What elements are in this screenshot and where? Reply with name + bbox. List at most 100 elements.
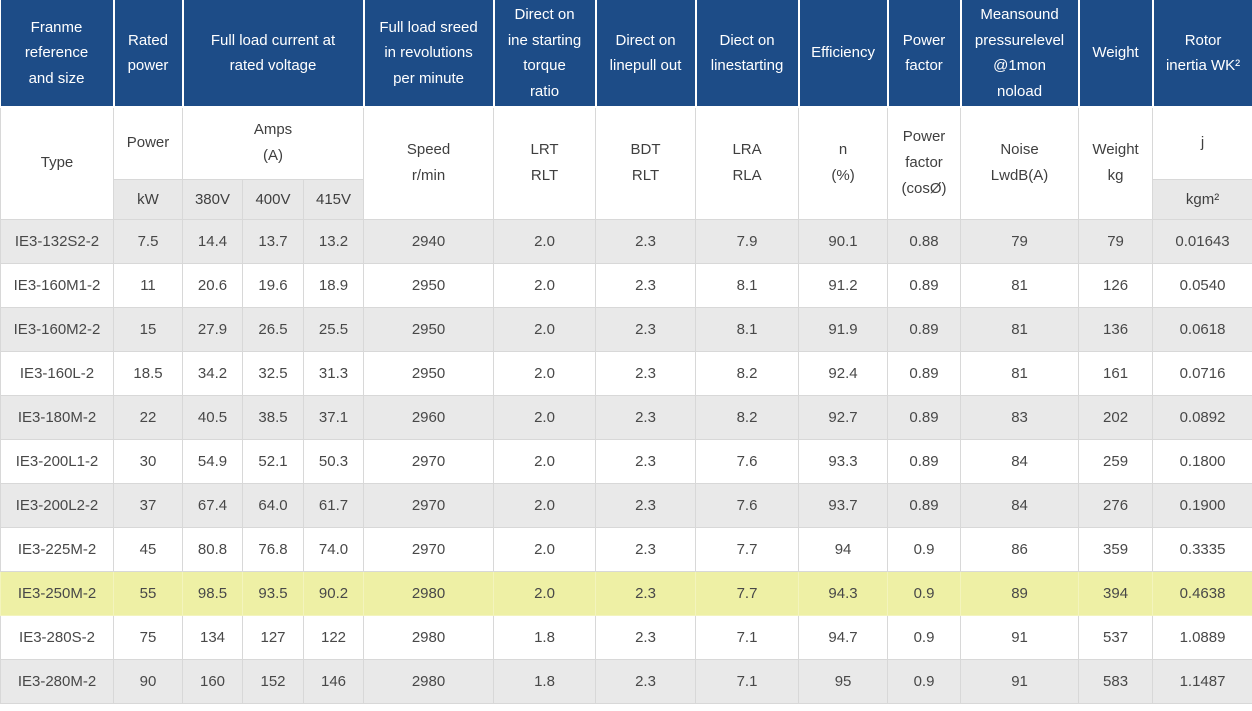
value-cell: 7.7 — [695, 526, 800, 572]
value-cell: 98.5 — [182, 570, 243, 616]
value-cell: 394 — [1078, 570, 1154, 616]
value-cell: 1.0889 — [1152, 614, 1252, 660]
value-cell: 7.6 — [695, 482, 800, 528]
value-cell: 2.3 — [595, 482, 697, 528]
subheader-inertia-j: j — [1152, 106, 1252, 180]
value-cell: 79 — [1078, 218, 1154, 264]
value-cell: 40.5 — [182, 394, 243, 440]
value-cell: 0.4638 — [1152, 570, 1252, 616]
value-cell: 90.1 — [798, 218, 889, 264]
value-cell: 136 — [1078, 306, 1154, 352]
value-cell: 2.3 — [595, 306, 697, 352]
table-row[interactable]: IE3-225M-2 45 80.8 76.8 74.0 2970 2.0 2.3 7.7 94 0… — [0, 526, 1252, 572]
header-efficiency: Efficiency — [798, 0, 889, 108]
unit-380v: 380V — [182, 178, 243, 220]
value-cell: 0.89 — [887, 438, 962, 484]
subheader-amps: Amps (A) — [181, 106, 365, 180]
value-cell: 134 — [182, 614, 243, 660]
unit-415v: 415V — [302, 178, 365, 220]
value-cell: 81 — [960, 306, 1080, 352]
value-cell: 0.89 — [887, 306, 962, 352]
value-cell: 93.5 — [242, 570, 304, 616]
value-cell: 54.9 — [182, 438, 243, 484]
value-cell: 2.3 — [595, 262, 697, 308]
value-cell: 8.1 — [695, 262, 800, 308]
value-cell: 0.88 — [887, 218, 962, 264]
subheader-power-factor: Power factor (cosØ) — [887, 106, 962, 220]
value-cell: 0.9 — [887, 658, 962, 704]
table-row[interactable]: IE3-160M2-2 15 27.9 26.5 25.5 2950 2.0 2.3 8.1 91… — [0, 306, 1252, 352]
value-cell: 91.2 — [798, 262, 889, 308]
value-cell: 7.7 — [695, 570, 800, 616]
value-cell: 126 — [1078, 262, 1154, 308]
table-row[interactable]: IE3-280M-2 90 160 152 146 2980 1.8 2.3 7.1 95 0.9 9… — [0, 658, 1252, 704]
value-cell: 152 — [242, 658, 304, 704]
type-cell: IE3-132S2-2 — [0, 218, 114, 264]
table-header: Franme reference and size Rated power Fu… — [0, 0, 1252, 220]
value-cell: 2970 — [363, 482, 495, 528]
value-cell: 8.2 — [695, 350, 800, 396]
table-row[interactable]: IE3-132S2-2 7.5 14.4 13.7 13.2 2940 2.0 2.3 7.9 9… — [0, 218, 1252, 264]
table-row[interactable]: IE3-160L-2 18.5 34.2 32.5 31.3 2950 2.0 2.3 8.2 9… — [0, 350, 1252, 396]
value-cell: 27.9 — [182, 306, 243, 352]
value-cell: 7.1 — [695, 658, 800, 704]
value-cell: 25.5 — [302, 306, 365, 352]
header-dol-starting-torque: Direct on ine starting torque ratio — [493, 0, 597, 108]
value-cell: 0.89 — [887, 482, 962, 528]
table-row[interactable]: IE3-160M1-2 11 20.6 19.6 18.9 2950 2.0 2.3 8.1 91… — [0, 262, 1252, 308]
value-cell: 94.7 — [798, 614, 889, 660]
table-row[interactable]: IE3-200L2-2 37 67.4 64.0 61.7 2970 2.0 2.3 7.6 93… — [0, 482, 1252, 528]
value-cell: 34.2 — [182, 350, 243, 396]
value-cell: 122 — [302, 614, 365, 660]
subheader-type: Type — [0, 106, 114, 220]
value-cell: 2.0 — [493, 526, 597, 572]
table-row[interactable]: IE3-250M-2 55 98.5 93.5 90.2 2980 2.0 2.3 7.7 94.… — [0, 570, 1252, 616]
value-cell: 91 — [960, 614, 1080, 660]
header-frame-reference: Franme reference and size — [0, 0, 115, 108]
table-row[interactable]: IE3-280S-2 75 134 127 122 2980 1.8 2.3 7.1 94.7 0.… — [0, 614, 1252, 660]
value-cell: 146 — [302, 658, 365, 704]
header-weight: Weight — [1078, 0, 1154, 108]
value-cell: 0.0892 — [1152, 394, 1252, 440]
value-cell: 537 — [1078, 614, 1154, 660]
value-cell: 2940 — [363, 218, 495, 264]
value-cell: 2.3 — [595, 218, 697, 264]
value-cell: 61.7 — [302, 482, 365, 528]
value-cell: 2.3 — [595, 614, 697, 660]
value-cell: 95 — [798, 658, 889, 704]
table-row[interactable]: IE3-180M-2 22 40.5 38.5 37.1 2960 2.0 2.3 8.2 92.… — [0, 394, 1252, 440]
value-cell: 7.1 — [695, 614, 800, 660]
value-cell: 2.3 — [595, 570, 697, 616]
value-cell: 2.0 — [493, 394, 597, 440]
value-cell: 92.4 — [798, 350, 889, 396]
subheader-noise: Noise LwdB(A) — [960, 106, 1080, 220]
value-cell: 2.0 — [493, 350, 597, 396]
value-cell: 52.1 — [242, 438, 304, 484]
value-cell: 1.8 — [493, 658, 597, 704]
header-sound-pressure: Meansound pressurelevel @1mon noload — [960, 0, 1080, 108]
value-cell: 94.3 — [798, 570, 889, 616]
value-cell: 86 — [960, 526, 1080, 572]
value-cell: 8.1 — [695, 306, 800, 352]
subheader-lrt: LRT RLT — [493, 106, 597, 220]
unit-400v: 400V — [242, 178, 304, 220]
value-cell: 74.0 — [302, 526, 365, 572]
value-cell: 2.3 — [595, 438, 697, 484]
value-cell: 84 — [960, 438, 1080, 484]
value-cell: 2950 — [363, 306, 495, 352]
value-cell: 83 — [960, 394, 1080, 440]
table-row[interactable]: IE3-200L1-2 30 54.9 52.1 50.3 2970 2.0 2.3 7.6 93… — [0, 438, 1252, 484]
header-power-factor: Power factor — [887, 0, 962, 108]
type-cell: IE3-250M-2 — [0, 570, 114, 616]
value-cell: 2.0 — [493, 482, 597, 528]
header-dol-starting: Diect on linestarting — [695, 0, 800, 108]
value-cell: 81 — [960, 262, 1080, 308]
value-cell: 90.2 — [302, 570, 365, 616]
value-cell: 2.0 — [493, 570, 597, 616]
subheader-bdt: BDT RLT — [595, 106, 697, 220]
value-cell: 81 — [960, 350, 1080, 396]
value-cell: 8.2 — [695, 394, 800, 440]
value-cell: 13.2 — [302, 218, 365, 264]
subheader-speed: Speed r/min — [363, 106, 495, 220]
